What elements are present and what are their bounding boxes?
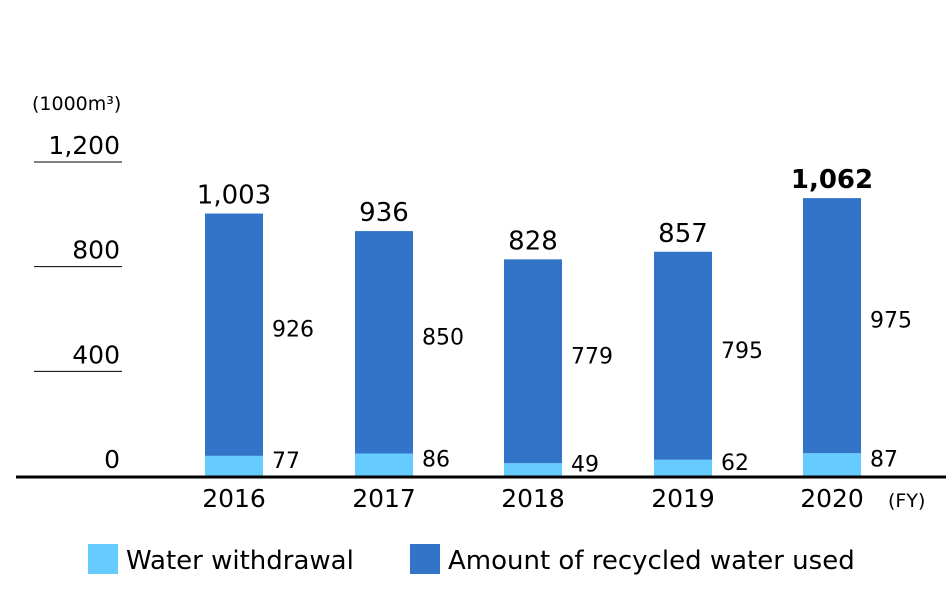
segment-label-recycled-water: 795 <box>721 339 763 364</box>
bar-water-withdrawal <box>205 455 263 476</box>
x-tick-label: 2020 <box>800 484 864 513</box>
segment-label-water-withdrawal: 87 <box>870 448 898 473</box>
bar-recycled-water <box>504 259 562 464</box>
bar-water-withdrawal <box>803 453 861 476</box>
total-label: 936 <box>359 198 409 228</box>
x-tick-label: 2017 <box>352 484 416 513</box>
legend-label: Water withdrawal <box>126 546 354 576</box>
total-label: 1,062 <box>791 165 873 195</box>
segment-label-water-withdrawal: 49 <box>571 453 599 478</box>
legend-label: Amount of recycled water used <box>448 546 855 576</box>
segment-label-recycled-water: 779 <box>571 344 613 369</box>
y-tick-label: 0 <box>104 445 120 474</box>
bar-recycled-water <box>803 198 861 454</box>
x-tick-label: 2016 <box>202 484 266 513</box>
total-label: 857 <box>658 219 708 249</box>
segment-label-water-withdrawal: 86 <box>422 448 450 473</box>
bar-recycled-water <box>355 231 413 454</box>
legend-swatch <box>88 544 118 574</box>
x-tick-label: 2019 <box>651 484 715 513</box>
x-axis: 2016 2017 2018 2019 2020 <box>202 484 864 513</box>
total-label: 1,003 <box>197 181 271 211</box>
bar-water-withdrawal <box>504 463 562 476</box>
y-tick-label: 800 <box>72 236 120 265</box>
bar-recycled-water <box>205 213 263 456</box>
bar-water-withdrawal <box>355 453 413 476</box>
bar-water-withdrawal <box>654 459 712 476</box>
legend: Water withdrawal Amount of recycled water… <box>88 544 855 576</box>
bars: 77 926 1,003 86 850 936 49 779 828 62 795 857 87 975 1… <box>197 165 912 477</box>
bar-recycled-water <box>654 251 712 460</box>
legend-swatch <box>410 544 440 574</box>
segment-label-recycled-water: 926 <box>272 318 314 343</box>
y-axis: 0 400 800 1,200 <box>34 131 122 474</box>
segment-label-water-withdrawal: 62 <box>721 451 749 476</box>
y-unit-label: (1000m³) <box>32 93 121 115</box>
segment-label-recycled-water: 975 <box>870 309 912 334</box>
x-tick-label: 2018 <box>501 484 565 513</box>
y-tick-label: 400 <box>72 340 120 369</box>
y-tick-label: 1,200 <box>48 131 120 160</box>
segment-label-recycled-water: 850 <box>422 325 464 350</box>
total-label: 828 <box>508 226 558 256</box>
segment-label-water-withdrawal: 77 <box>272 449 300 474</box>
x-unit-label: (FY) <box>888 490 925 512</box>
